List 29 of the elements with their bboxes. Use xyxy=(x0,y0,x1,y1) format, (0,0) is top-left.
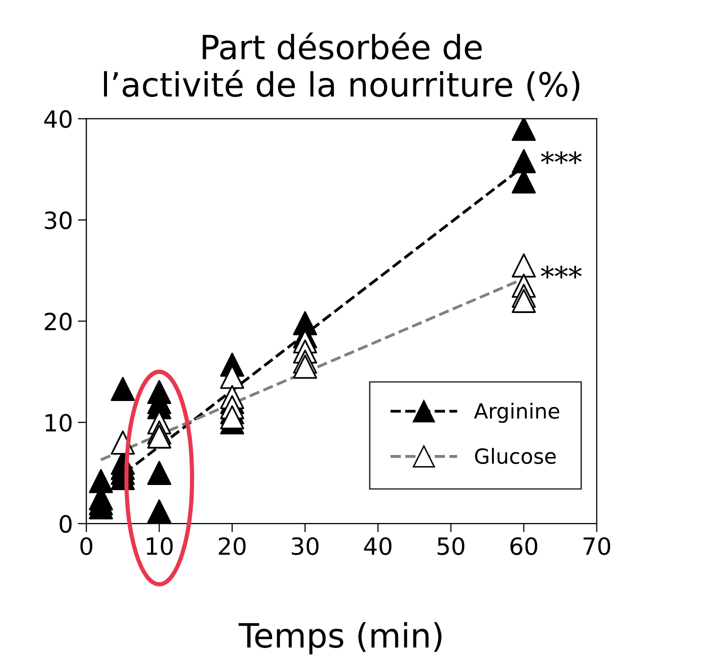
y-tick-label: 30 xyxy=(44,211,72,230)
point xyxy=(110,376,135,402)
x-tick-label: 70 xyxy=(584,537,610,556)
point xyxy=(147,424,172,449)
y-tick-label: 20 xyxy=(44,312,72,330)
annotation: *** xyxy=(540,151,582,164)
chart-title: Part désorbée de l’activité de la nourriture (%) xyxy=(104,32,580,101)
x-tick-label: 60 xyxy=(510,537,538,556)
y-tick-label: 10 xyxy=(46,414,72,432)
x-tick-label: 40 xyxy=(364,537,392,556)
x-tick-label: 0 xyxy=(80,537,92,556)
point xyxy=(147,499,172,524)
x-tick-label: 10 xyxy=(146,537,173,556)
annotation: *** xyxy=(540,266,582,278)
point xyxy=(512,253,536,278)
point xyxy=(512,149,536,174)
legend-label: Glucose xyxy=(475,448,556,464)
point xyxy=(512,118,536,141)
point xyxy=(147,460,172,486)
x-tick-label: 20 xyxy=(218,537,246,556)
y-tick-label: 40 xyxy=(44,110,72,128)
point xyxy=(293,354,318,379)
point xyxy=(512,288,536,313)
point xyxy=(88,469,113,494)
legend-label: Arginine xyxy=(474,402,560,423)
x-axis-title: Temps (min) xyxy=(238,622,442,654)
x-tick-label: 30 xyxy=(292,537,319,556)
y-tick-label: 0 xyxy=(60,515,72,533)
x-tick-label: 50 xyxy=(438,537,464,556)
